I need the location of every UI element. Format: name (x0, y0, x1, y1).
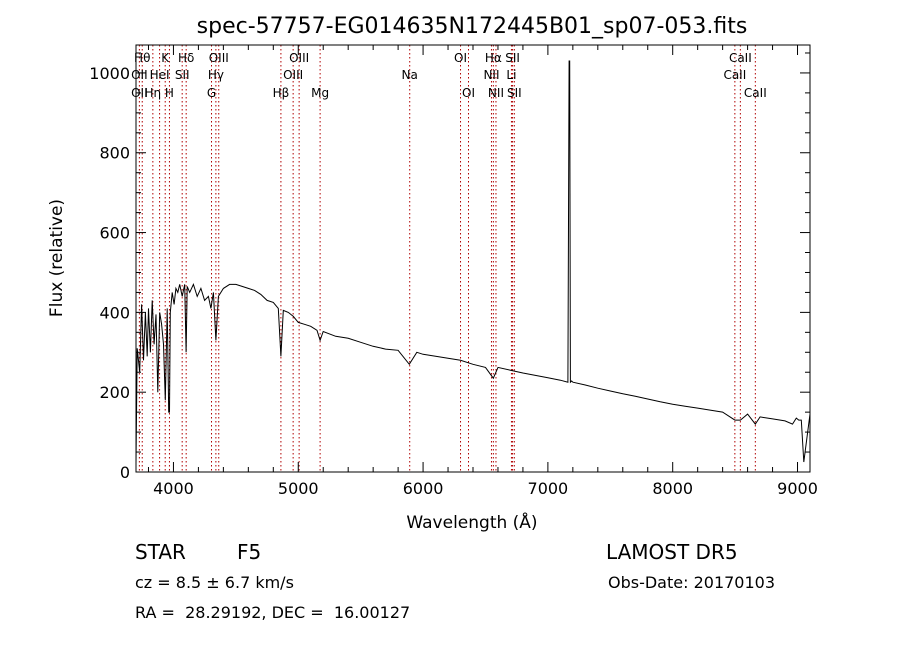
spectral-line-label: Li (506, 68, 516, 82)
object-class: STAR (135, 540, 186, 564)
x-tick-label: 6000 (403, 479, 444, 498)
spectral-line-label: Hγ (208, 68, 224, 82)
obs-date-text: Obs-Date: 20170103 (608, 573, 776, 592)
spectral-line-label: H (165, 86, 174, 100)
spectral-line-label: Na (402, 68, 418, 82)
spectral-line-label: CaII (723, 68, 746, 82)
chart-title: spec-57757-EG014635N172445B01_sp07-053.f… (197, 14, 748, 39)
spectrum-line (135, 60, 811, 465)
spectral-line-label: SII (175, 68, 190, 82)
spectral-line-label: OIII (283, 68, 303, 82)
spectral-line-label: Hα (485, 51, 502, 65)
x-tick-label: 9000 (777, 479, 818, 498)
spectral-line-label: OIII (289, 51, 309, 65)
x-axis-label: Wavelength (Å) (406, 511, 537, 533)
spectral-line-label: Hβ (273, 86, 290, 100)
y-tick-label: 400 (99, 303, 130, 322)
spectral-line-label: K (161, 51, 170, 65)
x-tick-label: 4000 (153, 479, 194, 498)
y-tick-label: 0 (120, 463, 130, 482)
spectral-line-label: OIII (209, 51, 229, 65)
spectral-line-label: OI (454, 51, 467, 65)
x-tick-label: 7000 (528, 479, 569, 498)
y-tick-label: 1000 (89, 64, 130, 83)
spectral-line-label: OI (462, 86, 475, 100)
spectral-line-label: Hδ (178, 51, 194, 65)
spectral-line-label: SII (507, 86, 522, 100)
y-axis-ticks: 0 200 400 600 800 1000 (89, 52, 810, 482)
survey-name: LAMOST DR5 (606, 540, 738, 564)
spectral-line-label: Mg (311, 86, 329, 100)
spectral-line-label: HeI (150, 68, 170, 82)
spectral-line-label: SII (505, 51, 520, 65)
y-tick-label: 800 (99, 144, 130, 163)
x-tick-label: 8000 (652, 479, 693, 498)
plot-frame (135, 44, 811, 473)
spectral-line-label: NII (488, 86, 504, 100)
spectral-line-label: NII (483, 68, 499, 82)
redshift-text: cz = 8.5 ± 6.7 km/s (135, 573, 294, 592)
spectral-line-label: Hθ (134, 51, 150, 65)
spectral-line-label: Hη (145, 86, 162, 100)
y-tick-label: 200 (99, 383, 130, 402)
spectral-line-label: G (207, 86, 216, 100)
coordinates-text: RA = 28.29192, DEC = 16.00127 (135, 603, 411, 622)
object-subclass: F5 (237, 540, 262, 564)
x-tick-label: 5000 (278, 479, 319, 498)
spectral-line-markers (138, 45, 756, 472)
x-axis-ticks: 4000 5000 6000 7000 8000 9000 (147, 45, 818, 498)
y-tick-label: 600 (99, 224, 130, 243)
spectral-line-label: CaII (729, 51, 752, 65)
spectral-line-label: OII (131, 68, 148, 82)
y-axis-label: Flux (relative) (47, 199, 67, 317)
spectral-line-label: CaII (744, 86, 767, 100)
